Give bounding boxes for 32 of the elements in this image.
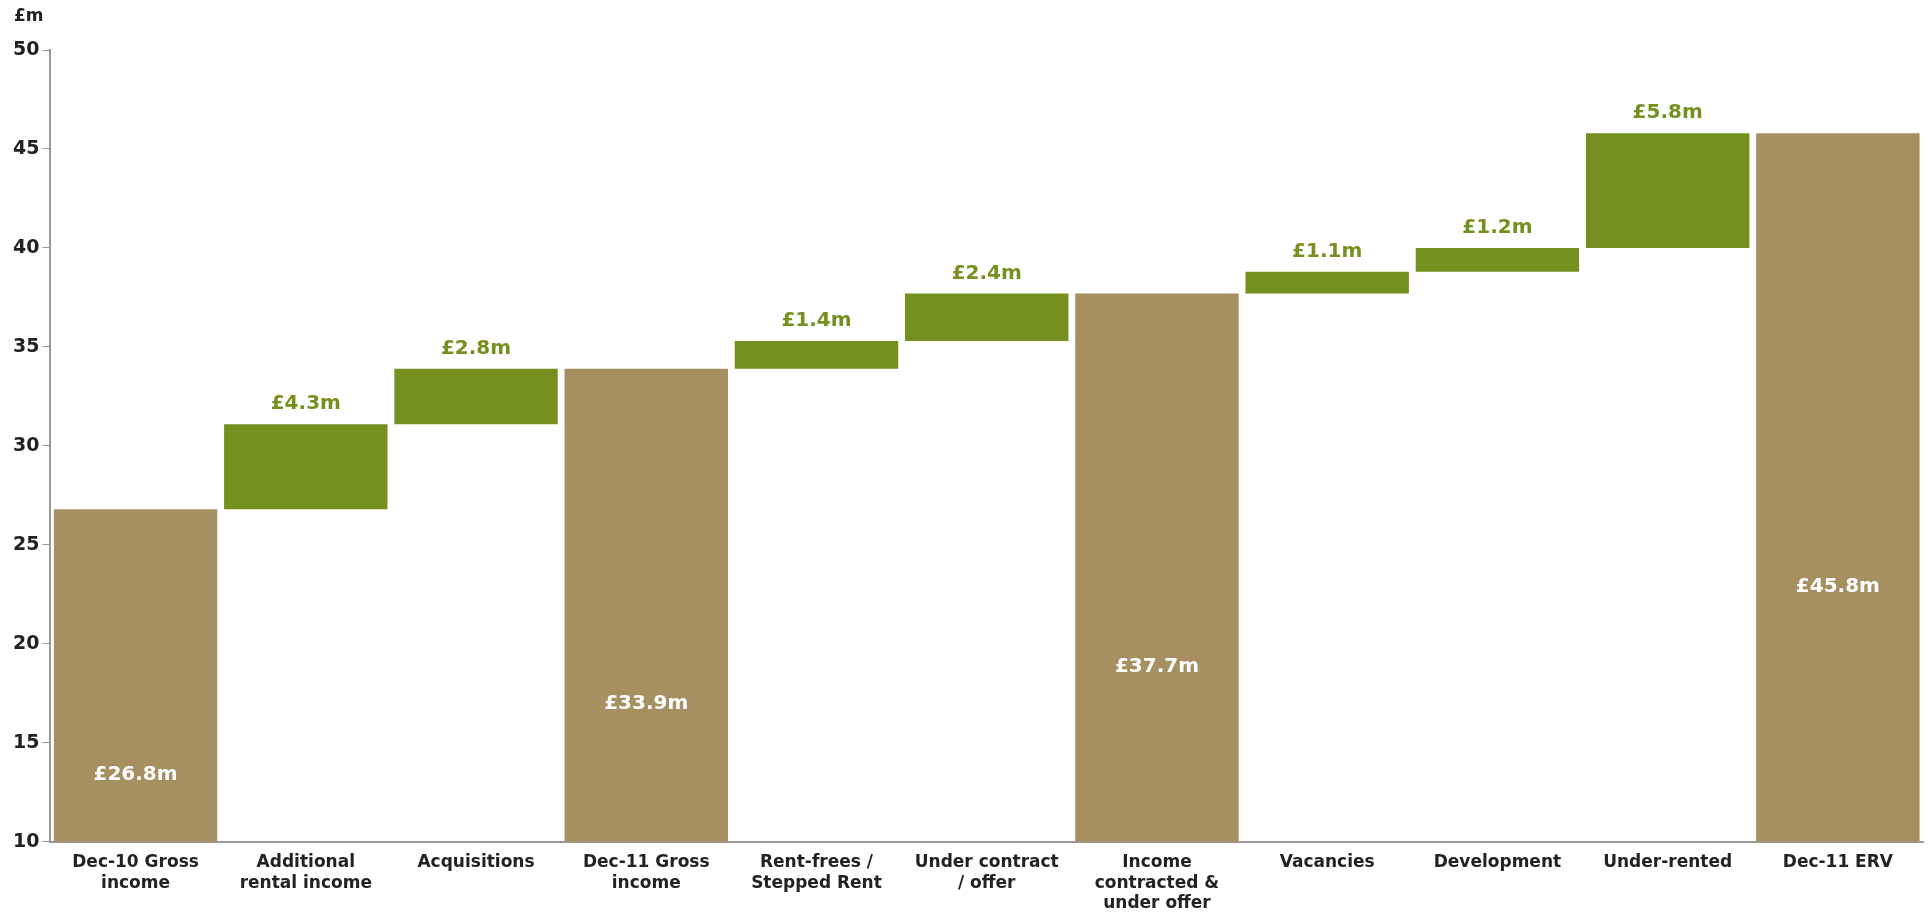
y-tick-label: 10	[12, 828, 40, 851]
data-label: £37.7m	[1114, 652, 1200, 677]
x-tick-label: Dec-11 ERV	[1782, 851, 1894, 872]
data-label: £4.3m	[270, 390, 341, 415]
data-label: £5.8m	[1632, 99, 1703, 124]
data-label: £2.8m	[440, 334, 512, 359]
y-tick-label: 15	[12, 729, 40, 752]
data-label: £1.4m	[781, 307, 852, 332]
x-tick-label: Dec-11 Gross income	[582, 851, 710, 892]
y-tick-label: 20	[12, 630, 40, 653]
y-tick-label: 25	[12, 531, 40, 554]
x-tick-label: Acquisitions	[417, 851, 535, 872]
y-axis-title: £m	[14, 4, 44, 25]
data-label: £1.1m	[1292, 237, 1363, 262]
y-tick-label: 40	[12, 234, 40, 257]
y-tick-label: 30	[12, 432, 40, 455]
data-label: £1.2m	[1462, 214, 1533, 239]
x-tick-label: Dec-10 Gross income	[72, 851, 199, 892]
x-tick-label: Under-rented	[1603, 851, 1733, 872]
y-tick-label: 45	[12, 135, 40, 158]
data-label: £33.9m	[604, 690, 689, 715]
x-tick-label: Under contract / offer	[914, 851, 1059, 892]
y-tick-label: 35	[12, 333, 40, 356]
y-tick-label: 50	[12, 36, 40, 59]
x-tick-label: Rent-frees / Stepped Rent	[751, 851, 882, 892]
x-tick-label: Vacancies	[1279, 851, 1375, 872]
x-tick-label: Additional rental income	[239, 851, 372, 892]
data-label: £26.8m	[93, 760, 178, 785]
data-label: £45.8m	[1795, 572, 1880, 597]
x-tick-label: Development	[1433, 851, 1562, 872]
x-tick-label: Income contracted & under offer	[1094, 851, 1220, 913]
data-label: £2.4m	[951, 259, 1022, 284]
